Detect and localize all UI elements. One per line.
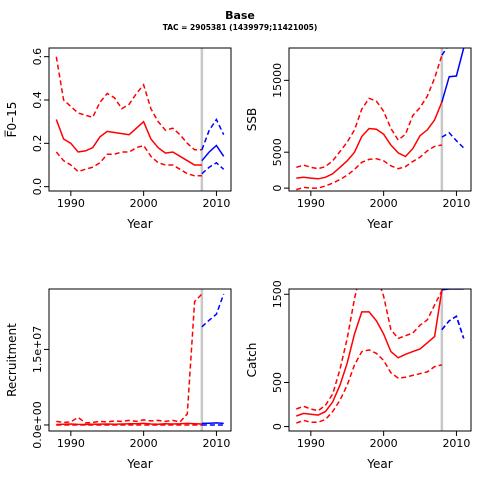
ssb-data: [296, 48, 465, 191]
ssb-historic-lower-line: [296, 144, 443, 191]
recruitment-y-tick-label: 1.5e+07: [31, 326, 44, 373]
fbar-y-tick-label: 0.4: [31, 91, 44, 109]
fbar-x-tick-label: 2000: [130, 197, 158, 210]
fbar-x-axis-label: Year: [126, 217, 152, 231]
catch-y-tick-label: 1500: [271, 280, 284, 308]
ssb-projection-median-line: [441, 48, 465, 103]
ssb-projection-upper-line: [441, 48, 448, 56]
fbar-y-tick-label: 0.2: [31, 135, 44, 153]
ssb-x-tick-label: 2010: [442, 197, 470, 210]
recruitment-projection-median-line: [201, 422, 224, 425]
title-block: Base TAC = 2905381 (1439979;11421005): [0, 9, 480, 32]
ssb-y-tick-label: 0: [271, 185, 284, 192]
catch-plot-frame: [288, 288, 472, 432]
recruitment-plot-frame: [48, 288, 232, 432]
recruitment-y-axis-label: Recruitment: [5, 323, 19, 397]
ssb-historic-upper-line: [296, 54, 443, 170]
catch-historic-upper-line: [296, 289, 443, 412]
catch-projection-upper-line: [441, 315, 465, 339]
fbar-historic-median-line: [55, 119, 202, 166]
catch-x-tick-label: 1990: [297, 437, 325, 450]
ssb-plot-frame: [288, 47, 472, 192]
recruitment-y-tick-label: 0.0e+00: [31, 401, 44, 448]
catch-projection-lower-line: [441, 315, 465, 339]
fbar-y-tick-label: 0.0: [31, 178, 44, 196]
recruitment-x-tick-label: 2000: [130, 437, 158, 450]
catch-panel: 1990 2000 2010 0 500 1500 Year Catch: [245, 280, 472, 471]
recruitment-historic-upper-line: [56, 293, 203, 424]
ssb-projection-lower-line: [441, 131, 465, 149]
ssb-y-tick-label: 5000: [271, 138, 284, 166]
ssb-x-axis-label: Year: [366, 217, 392, 231]
catch-y-tick-label: 500: [271, 372, 284, 393]
ssb-y-tick-label: 15000: [271, 63, 284, 98]
fbar-data: [55, 48, 225, 191]
fbar-projection-lower-line: [201, 161, 225, 175]
fbar-historic-upper-line: [55, 56, 202, 151]
recruitment-projection-upper-line: [201, 293, 225, 328]
catch-x-axis-label: Year: [366, 457, 392, 471]
fbar-historic-lower-line: [55, 144, 202, 177]
recruitment-data: [56, 289, 225, 431]
ssb-x-tick-label: 1990: [297, 197, 325, 210]
fbar-x-tick-label: 1990: [57, 197, 85, 210]
recruitment-x-axis-label: Year: [126, 457, 152, 471]
main-title: Base: [225, 9, 255, 22]
subtitle: TAC = 2905381 (1439979;11421005): [162, 23, 318, 32]
recruitment-historic-median-line: [56, 422, 202, 426]
ssb-panel: 1990 2000 2010 0 5000 15000 Year SSB: [245, 47, 472, 231]
fbar-panel: 1990 2000 2010 0.0 0.2 0.4 0.6 Year F̅0–15: [4, 47, 232, 231]
fbar-x-tick-label: 2010: [202, 197, 230, 210]
catch-y-axis-label: Catch: [245, 343, 259, 378]
fbar-y-tick-label: 0.6: [31, 48, 44, 66]
catch-x-tick-label: 2010: [442, 437, 470, 450]
fbar-projection-upper-line: [201, 117, 225, 151]
recruitment-x-tick-label: 2010: [202, 437, 230, 450]
catch-x-tick-label: 2000: [370, 437, 398, 450]
fbar-plot-frame: [48, 47, 232, 192]
catch-historic-lower-line: [296, 349, 443, 424]
fbar-projection-median-line: [201, 144, 225, 162]
catch-historic-median-line: [296, 289, 443, 417]
catch-y-tick-label: 0: [271, 423, 284, 430]
recruitment-panel: 1990 2000 2010 0.0e+00 1.5e+07 Year Recruitmen…: [5, 288, 232, 471]
ssb-historic-median-line: [296, 101, 443, 180]
ssb-y-axis-label: SSB: [245, 108, 259, 131]
fbar-y-axis-label: F̅0–15: [4, 102, 19, 138]
recruitment-x-tick-label: 1990: [57, 437, 85, 450]
catch-data: [296, 289, 465, 431]
ssb-x-tick-label: 2000: [370, 197, 398, 210]
